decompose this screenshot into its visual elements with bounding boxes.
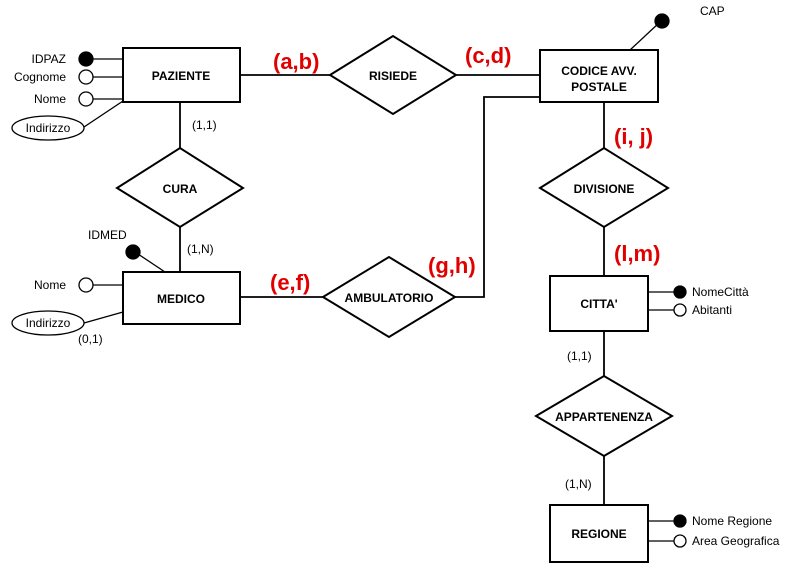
attribute-label: IDMED	[88, 228, 127, 242]
cardinality-medico-ambulatorio: (e,f)	[270, 270, 310, 295]
attribute-dot	[673, 534, 687, 548]
attribute-cap[interactable]: CAP	[654, 4, 725, 29]
relationship-ambulatorio[interactable]: AMBULATORIO	[321, 255, 457, 339]
cardinality-citta-appartenenza: (1,1)	[567, 349, 592, 363]
entity-label: MEDICO	[157, 292, 205, 306]
relationship-label: APPARTENENZA	[555, 410, 653, 424]
key-attribute-dot	[78, 51, 94, 67]
entity-codice-avv-postale[interactable]: CODICE AVV. POSTALE	[539, 49, 659, 103]
attribute-cognome[interactable]: Cognome	[14, 69, 94, 85]
attribute-abitanti[interactable]: Abitanti	[673, 303, 732, 317]
relationship-label: DIVISIONE	[574, 182, 635, 196]
attribute-label: CAP	[700, 4, 725, 18]
relationship-risiede[interactable]: RISIEDE	[328, 34, 458, 116]
entity-label-line2: POSTALE	[571, 80, 627, 94]
cardinality-medico-cura: (1,N)	[187, 242, 214, 256]
cardinality-codice-divisione: (i, j)	[614, 124, 653, 149]
link-cap	[629, 21, 661, 51]
link-indirizzo-paziente	[83, 100, 124, 128]
attribute-nome-medico[interactable]: Nome	[34, 277, 94, 293]
red-cardinality-labels: (a,b) (c,d) (e,f) (g,h) (i, j) (l,m)	[270, 43, 660, 295]
link-idmed	[137, 253, 166, 273]
key-attribute-dot	[673, 514, 687, 528]
attribute-label: NomeCittà	[692, 285, 749, 299]
entity-citta[interactable]: CITTA'	[549, 275, 649, 332]
relationship-label: RISIEDE	[369, 69, 417, 83]
entity-label: PAZIENTE	[152, 69, 210, 83]
composite-attribute-ellipse	[11, 115, 85, 141]
entity-medico[interactable]: MEDICO	[122, 271, 241, 325]
relationship-appartenenza[interactable]: APPARTENENZA	[534, 374, 674, 458]
attribute-label: Nome	[34, 278, 66, 292]
attribute-dot	[78, 69, 94, 85]
attribute-label: Indirizzo	[26, 121, 71, 135]
entity-regione[interactable]: REGIONE	[549, 504, 649, 563]
attribute-label: Nome Regione	[692, 514, 772, 528]
attribute-links	[83, 21, 677, 542]
attribute-area-geografica[interactable]: Area Geografica	[673, 534, 780, 548]
key-attribute-dot	[125, 244, 141, 260]
relationship-divisione[interactable]: DIVISIONE	[538, 146, 670, 229]
attribute-label: IDPAZ	[32, 52, 66, 66]
connection-lines	[179, 74, 605, 505]
key-attribute-dot	[654, 13, 670, 29]
line-ambulatorio-codice	[455, 96, 540, 298]
entity-label-line1: CODICE AVV.	[561, 64, 637, 78]
cardinality-regione-appartenenza: (1,N)	[565, 477, 592, 491]
attribute-idpaz[interactable]: IDPAZ	[32, 51, 94, 67]
composite-attribute-ellipse	[11, 310, 85, 336]
entity-paziente[interactable]: PAZIENTE	[122, 47, 241, 103]
entity-label: CITTA'	[580, 297, 617, 311]
cardinality-paziente-risiede: (a,b)	[273, 49, 319, 74]
cardinality-indirizzo-medico: (0,1)	[78, 332, 103, 346]
cardinality-codice-ambulatorio: (g,h)	[428, 253, 476, 278]
cardinality-codice-risiede: (c,d)	[465, 43, 511, 68]
attribute-label: Cognome	[14, 70, 66, 84]
attribute-dot	[78, 277, 94, 293]
attribute-label: Indirizzo	[26, 316, 71, 330]
cardinality-citta-divisione: (l,m)	[614, 241, 660, 266]
attribute-idmed[interactable]: IDMED	[88, 228, 141, 260]
cardinality-paziente-cura: (1,1)	[192, 118, 217, 132]
attribute-label: Area Geografica	[692, 534, 780, 548]
attribute-indirizzo-medico[interactable]: Indirizzo	[11, 310, 85, 336]
attribute-label: Nome	[34, 92, 66, 106]
attribute-indirizzo-paziente[interactable]: Indirizzo	[11, 115, 85, 141]
attribute-label: Abitanti	[692, 303, 732, 317]
relationship-label: AMBULATORIO	[345, 291, 434, 305]
relationship-label: CURA	[163, 182, 198, 196]
link-indirizzo-medico	[83, 311, 124, 324]
key-attribute-dot	[673, 285, 687, 299]
attribute-nome-regione[interactable]: Nome Regione	[673, 514, 772, 528]
attribute-nomecitta[interactable]: NomeCittà	[673, 285, 749, 299]
entity-label: REGIONE	[571, 527, 626, 541]
attribute-dot	[78, 91, 94, 107]
attribute-nome-paziente[interactable]: Nome	[34, 91, 94, 107]
attribute-dot	[673, 303, 687, 317]
relationship-cura[interactable]: CURA	[115, 146, 245, 229]
